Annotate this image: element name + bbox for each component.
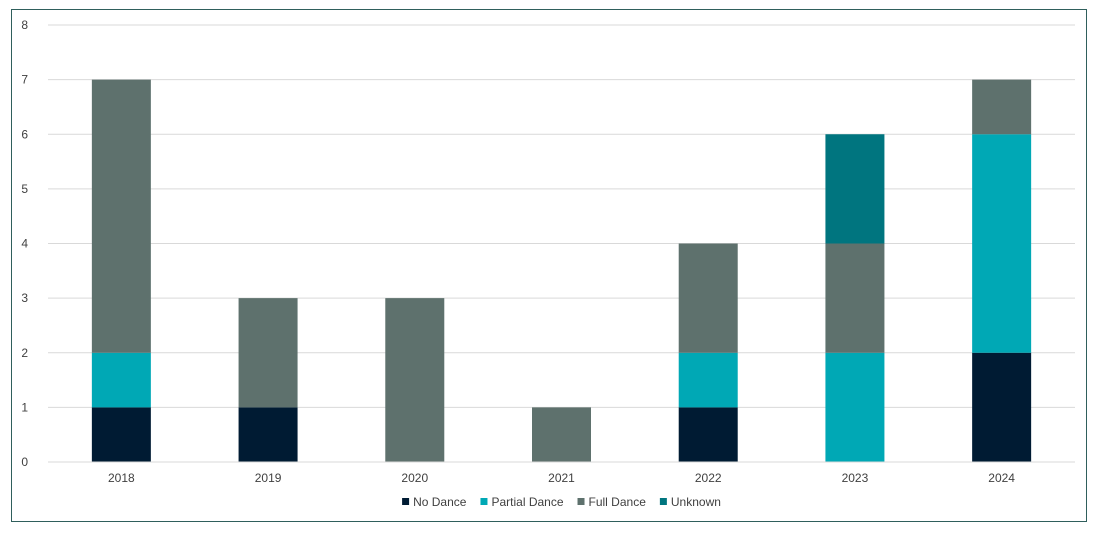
x-tick-label: 2024 bbox=[988, 471, 1015, 485]
bar-partial-dance-2024 bbox=[972, 134, 1032, 353]
legend-label: No Dance bbox=[413, 495, 467, 509]
y-tick-label: 1 bbox=[21, 400, 28, 414]
bar-partial-dance-2023 bbox=[825, 352, 885, 462]
y-tick-label: 2 bbox=[21, 346, 28, 360]
y-tick-label: 6 bbox=[21, 127, 28, 141]
x-tick-label: 2018 bbox=[108, 471, 135, 485]
y-tick-label: 3 bbox=[21, 291, 28, 305]
legend: No Dance Partial Dance Full Dance Unknown bbox=[402, 495, 721, 509]
x-tick-label: 2019 bbox=[255, 471, 282, 485]
legend-item-full-dance: Full Dance bbox=[577, 495, 647, 509]
y-tick-label: 8 bbox=[21, 18, 28, 32]
axes: 0 1 2 3 4 5 6 7 8 2018 2019 2020 2021 2022 2023 2024 bbox=[21, 18, 1075, 485]
x-tick-label: 2022 bbox=[695, 471, 722, 485]
gridlines bbox=[48, 24, 1075, 408]
stacked-bar-chart: 0 1 2 3 4 5 6 7 8 2018 2019 2020 2021 2022 2023 2024 No… bbox=[21, 18, 1075, 509]
legend-item-unknown: Unknown bbox=[659, 495, 721, 509]
legend-label: Partial Dance bbox=[491, 495, 563, 509]
bar-full-dance-2020 bbox=[385, 298, 445, 462]
legend-label: Full Dance bbox=[589, 495, 647, 509]
bar-no-dance-2022 bbox=[678, 407, 738, 462]
bar-no-dance-2024 bbox=[972, 352, 1032, 462]
legend-label: Unknown bbox=[671, 495, 721, 509]
bars bbox=[91, 79, 1032, 462]
legend-swatch bbox=[402, 498, 410, 505]
bar-full-dance-2019 bbox=[238, 298, 298, 408]
bar-partial-dance-2018 bbox=[91, 352, 151, 408]
bar-no-dance-2018 bbox=[91, 407, 151, 462]
y-tick-label: 0 bbox=[21, 455, 28, 469]
x-tick-label: 2020 bbox=[401, 471, 428, 485]
chart-area: 0 1 2 3 4 5 6 7 8 2018 2019 2020 2021 2022 2023 2024 No… bbox=[11, 9, 1087, 522]
bar-no-dance-2019 bbox=[238, 407, 298, 462]
bar-partial-dance-2022 bbox=[678, 352, 738, 408]
x-tick-label: 2023 bbox=[842, 471, 869, 485]
legend-item-partial-dance: Partial Dance bbox=[480, 495, 564, 509]
bar-full-dance-2024 bbox=[972, 79, 1032, 135]
y-tick-label: 7 bbox=[21, 73, 28, 87]
bar-full-dance-2022 bbox=[678, 243, 738, 353]
bar-full-dance-2018 bbox=[91, 79, 151, 353]
legend-swatch bbox=[577, 498, 585, 505]
y-tick-label: 4 bbox=[21, 237, 28, 251]
y-tick-label: 5 bbox=[21, 182, 28, 196]
bar-full-dance-2021 bbox=[532, 407, 591, 462]
legend-swatch bbox=[480, 498, 488, 505]
legend-swatch bbox=[659, 498, 667, 505]
bar-full-dance-2023 bbox=[825, 243, 885, 353]
x-tick-label: 2021 bbox=[548, 471, 575, 485]
legend-item-no-dance: No Dance bbox=[402, 495, 467, 509]
bar-unknown-2023 bbox=[825, 134, 885, 244]
